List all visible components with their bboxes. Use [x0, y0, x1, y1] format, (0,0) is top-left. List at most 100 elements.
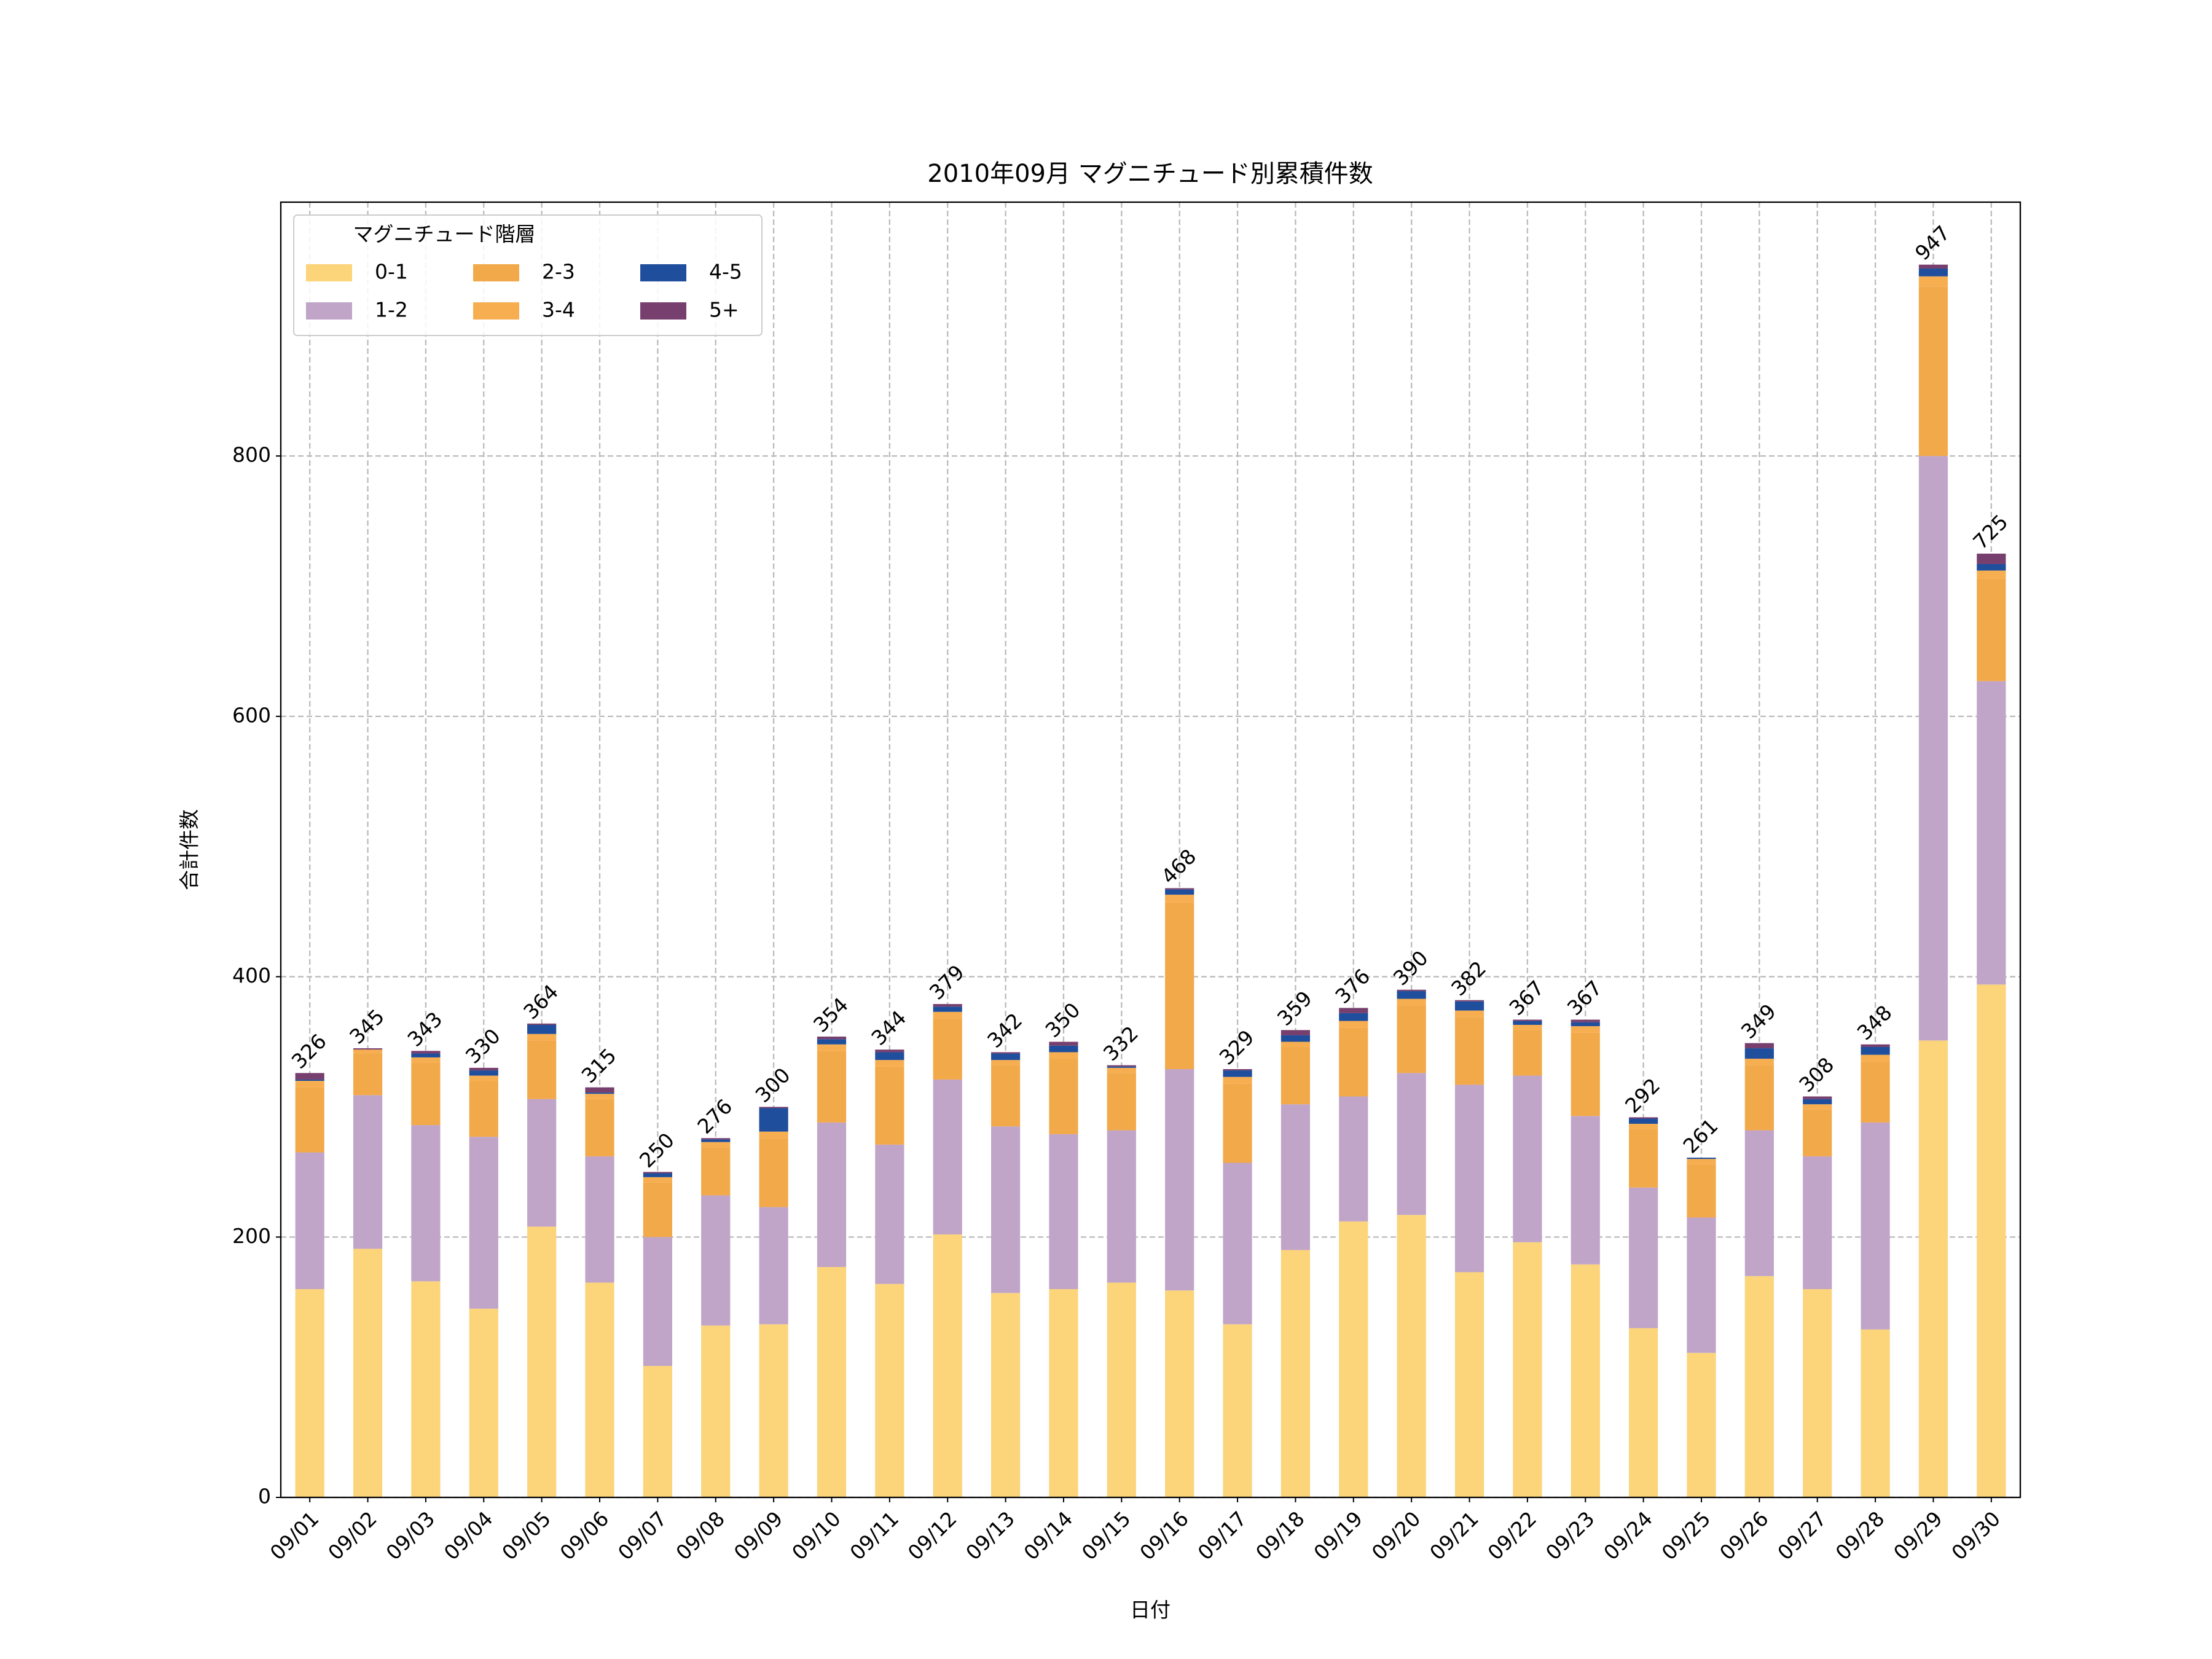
bar-segment	[585, 1087, 614, 1093]
x-tick-label: 09/23	[1541, 1507, 1599, 1565]
x-tick-label: 09/03	[381, 1507, 439, 1565]
bar-segment	[817, 1037, 847, 1040]
x-tick-label: 09/28	[1831, 1507, 1889, 1565]
total-label: 468	[1156, 844, 1201, 888]
bar-segment	[411, 1125, 441, 1282]
total-label: 354	[809, 993, 853, 1037]
bar-segment	[1165, 1069, 1194, 1291]
bar-segment	[1397, 998, 1426, 1006]
total-label: 382	[1446, 956, 1491, 1000]
total-label: 367	[1563, 976, 1607, 1020]
x-tick-label: 09/27	[1773, 1507, 1831, 1565]
x-tick-label: 09/16	[1135, 1507, 1193, 1565]
x-tick-label: 09/05	[497, 1507, 555, 1565]
bar-segment	[295, 1152, 324, 1290]
bar-segment	[933, 1006, 962, 1012]
bar-segment	[411, 1051, 441, 1054]
bar-segment	[1165, 888, 1194, 890]
bar-segment	[1397, 990, 1426, 999]
bar-segment	[933, 1079, 962, 1235]
bar-segment	[1513, 1021, 1542, 1025]
bar-segment	[469, 1308, 498, 1497]
bar-segment	[933, 1018, 962, 1080]
bar-segment	[1223, 1083, 1252, 1163]
bar-segment	[1803, 1109, 1832, 1156]
legend-swatch	[306, 264, 352, 281]
total-label: 300	[751, 1063, 795, 1107]
y-tick-label: 400	[232, 963, 271, 987]
bar-segment	[295, 1081, 324, 1088]
bar-segment	[353, 1053, 383, 1096]
bar-segment	[990, 1126, 1021, 1293]
bar-segment	[527, 1226, 557, 1497]
bar-segment	[643, 1237, 672, 1367]
bar-segment	[1571, 1116, 1600, 1265]
total-label: 367	[1504, 976, 1548, 1020]
legend-swatch	[306, 302, 352, 320]
total-label: 342	[982, 1008, 1027, 1053]
bar-segment	[1454, 1084, 1484, 1273]
bar-segment	[1049, 1059, 1078, 1134]
bar-segment	[875, 1144, 904, 1284]
bar-segment	[1513, 1030, 1542, 1076]
bar-segment	[759, 1107, 788, 1108]
bar-segment	[469, 1067, 498, 1071]
total-label: 376	[1330, 964, 1375, 1008]
bar-segment	[1165, 895, 1194, 903]
bar-segment	[933, 1004, 962, 1007]
legend-title: マグニチュード階層	[353, 222, 536, 246]
bar-segment	[1977, 554, 2006, 564]
x-tick-label: 09/30	[1947, 1507, 2005, 1565]
y-tick-label: 600	[232, 703, 271, 727]
bar-segment	[469, 1137, 498, 1309]
bar-segment	[1454, 1000, 1484, 1002]
bar-segment	[1281, 1250, 1311, 1497]
bar-segment	[1977, 563, 2006, 571]
bar-segment	[1571, 1019, 1600, 1022]
bar-segment	[643, 1182, 672, 1237]
bar-segment	[1571, 1032, 1600, 1116]
bar-segment	[1107, 1282, 1136, 1497]
bar-segment	[469, 1075, 498, 1081]
bar-segment	[1744, 1059, 1774, 1065]
bar-segment	[1049, 1041, 1078, 1046]
bar-segment	[411, 1281, 441, 1497]
bar-segment	[759, 1207, 788, 1325]
bar-segment	[701, 1325, 731, 1497]
total-label: 292	[1620, 1073, 1665, 1118]
bar-segment	[759, 1324, 788, 1497]
bar-segment	[1223, 1070, 1252, 1077]
total-label: 250	[635, 1128, 679, 1172]
bar-segment	[1861, 1054, 1890, 1062]
y-tick-label: 0	[258, 1484, 271, 1508]
bar-segment	[353, 1049, 383, 1054]
bar-segment	[469, 1070, 498, 1076]
legend-label: 0-1	[375, 260, 408, 284]
x-tick-label: 09/24	[1599, 1507, 1657, 1565]
bar-segment	[1281, 1030, 1311, 1035]
bar-segment	[1513, 1024, 1542, 1030]
bar-segment	[1107, 1067, 1136, 1073]
bar-segment	[469, 1081, 498, 1137]
bar-segment	[1397, 989, 1426, 991]
bar-segment	[1803, 1289, 1832, 1497]
bar-segment	[990, 1065, 1021, 1127]
bar-segment	[411, 1053, 441, 1057]
bar-segment	[1049, 1052, 1078, 1059]
total-label: 276	[692, 1094, 737, 1139]
bar-segment	[1918, 456, 1948, 1041]
bar-segment	[1803, 1104, 1832, 1110]
bar-segment	[1571, 1022, 1600, 1027]
bar-segment	[1281, 1104, 1311, 1250]
bar-segment	[1861, 1329, 1890, 1497]
legend-swatch	[640, 264, 686, 281]
bar-segment	[1629, 1187, 1658, 1328]
bar-segment	[817, 1044, 847, 1051]
total-label: 308	[1794, 1053, 1838, 1097]
bar-segment	[817, 1051, 847, 1123]
x-tick-label: 09/19	[1309, 1507, 1367, 1565]
bar-segment	[1861, 1044, 1890, 1047]
bar-segment	[1571, 1026, 1600, 1033]
